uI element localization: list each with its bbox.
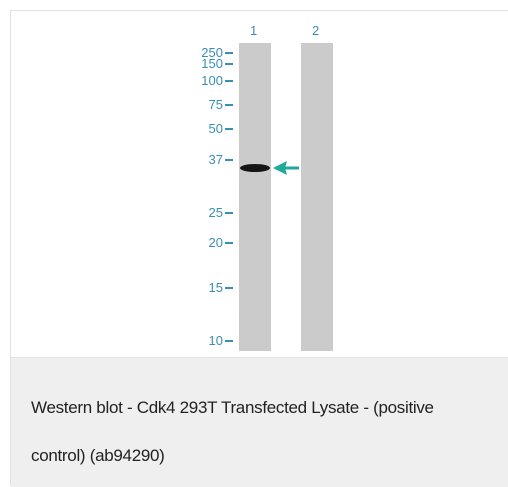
marker-label: 15 [183, 282, 223, 294]
marker-dash [225, 287, 233, 289]
marker-label: 100 [183, 75, 223, 87]
marker-label: 20 [183, 237, 223, 249]
band-overlay [11, 11, 508, 357]
page: 1 2 25015010075503725201510 Western blot… [0, 0, 508, 486]
caption: Western blot - Cdk4 293T Transfected Lys… [31, 384, 456, 480]
arrow-head [273, 161, 287, 175]
marker-dash [225, 63, 233, 65]
marker-label: 50 [183, 123, 223, 135]
marker-label: 25 [183, 207, 223, 219]
marker-dash [225, 212, 233, 214]
marker-label: 150 [183, 58, 223, 70]
caption-area: Western blot - Cdk4 293T Transfected Lys… [11, 357, 508, 487]
marker-label: 37 [183, 154, 223, 166]
marker-label: 75 [183, 99, 223, 111]
marker-dash [225, 128, 233, 130]
marker-dash [225, 80, 233, 82]
marker-dash [225, 340, 233, 342]
marker-dash [225, 159, 233, 161]
marker-dash [225, 52, 233, 54]
marker-dash [225, 104, 233, 106]
marker-dash [225, 242, 233, 244]
band [240, 164, 270, 172]
marker-label: 10 [183, 335, 223, 347]
